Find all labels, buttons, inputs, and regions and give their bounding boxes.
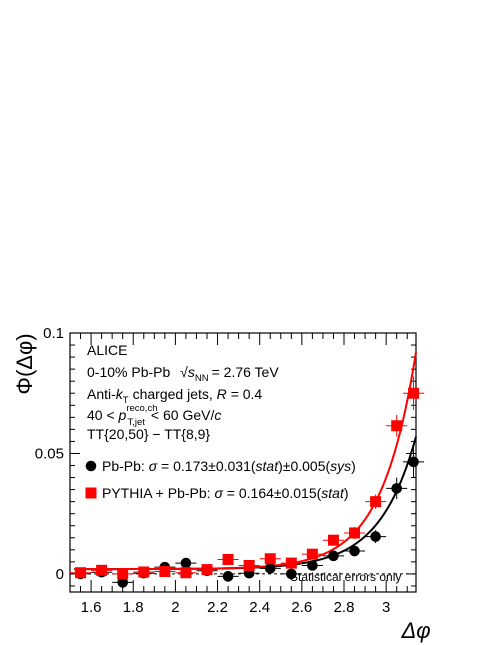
data-point-pythia [96,564,108,576]
data-point-pythia [264,553,276,565]
x-tick-label: 3 [382,599,390,616]
y-tick-label: 0.05 [35,445,64,462]
fit-curve [74,436,417,571]
annotation-experiment: ALICE [87,342,127,358]
x-tick-label: 2 [171,599,179,616]
data-points [70,376,425,588]
x-tick-label: 1.6 [81,599,102,616]
annotation-line4: TT{20,50} − TT{8,9} [87,426,210,442]
data-point-pythia [222,553,234,565]
data-point-pythia [370,496,382,508]
data-point-pythia [243,559,255,571]
footnote: Statistical errors only [290,570,401,584]
legend-marker-pbpb [85,460,97,472]
y-tick-label: 0 [56,566,64,583]
annotation-block: ALICE 0-10% Pb-Pb √sNN = 2.76 TeV Anti-kT… [85,342,401,584]
sqrt-sign: √ [180,364,188,380]
x-tick-label: 2.4 [249,599,270,616]
x-tick-label: 2.2 [207,599,228,616]
y-axis-title: Φ(Δφ) [12,333,37,394]
data-point-pbpb [264,563,276,574]
x-tick-label: 2.6 [291,599,312,616]
data-point-pythia [180,567,192,579]
legend-marker-pythia [85,487,97,499]
legend-entry-pythia: PYTHIA + Pb-Pb: σ = 0.164±0.015(stat) [102,485,349,501]
data-point-pythia [408,387,420,399]
data-point-pbpb [391,483,402,494]
data-point-pythia [285,557,297,569]
data-point-pbpb [307,560,318,571]
data-point-pythia [138,566,150,578]
data-point-pythia [327,534,339,546]
data-point-pbpb [328,550,339,562]
data-point-pbpb [408,456,419,468]
data-point-pbpb [370,531,381,542]
data-point-pythia [117,568,129,580]
legend: Pb-Pb: σ = 0.173±0.031(stat)±0.005(sys) … [85,458,356,501]
data-point-pythia [391,420,403,432]
data-point-pythia [201,564,213,576]
annotation-line3: 40 < preco,ch T,jet < 60 GeV/c [87,403,221,428]
legend-entry-pbpb: Pb-Pb: σ = 0.173±0.031(stat)±0.005(sys) [102,458,356,474]
annotation-line2: Anti-kT charged jets, R = 0.4 [87,386,262,406]
data-point-pbpb [180,557,192,569]
x-tick-label: 2.8 [334,599,355,616]
x-axis-title: Δφ [400,618,430,643]
data-point-pbpb [117,577,128,588]
axis-ticks: 1.6 1.8 2 2.2 2.4 2.6 2.8 3 0 0.05 0.1 [35,325,416,616]
data-point-pythia [159,566,171,578]
data-point-pbpb [222,571,234,582]
annotation-line1: 0-10% Pb-Pb √sNN = 2.76 TeV [87,364,279,384]
x-tick-label: 1.8 [123,599,144,616]
data-point-pythia [75,567,87,579]
data-point-pbpb [349,545,360,557]
data-point-pythia [306,548,318,560]
data-point-pbpb [286,568,297,580]
data-point-pythia [349,527,361,539]
y-tick-label: 0.1 [43,325,64,342]
